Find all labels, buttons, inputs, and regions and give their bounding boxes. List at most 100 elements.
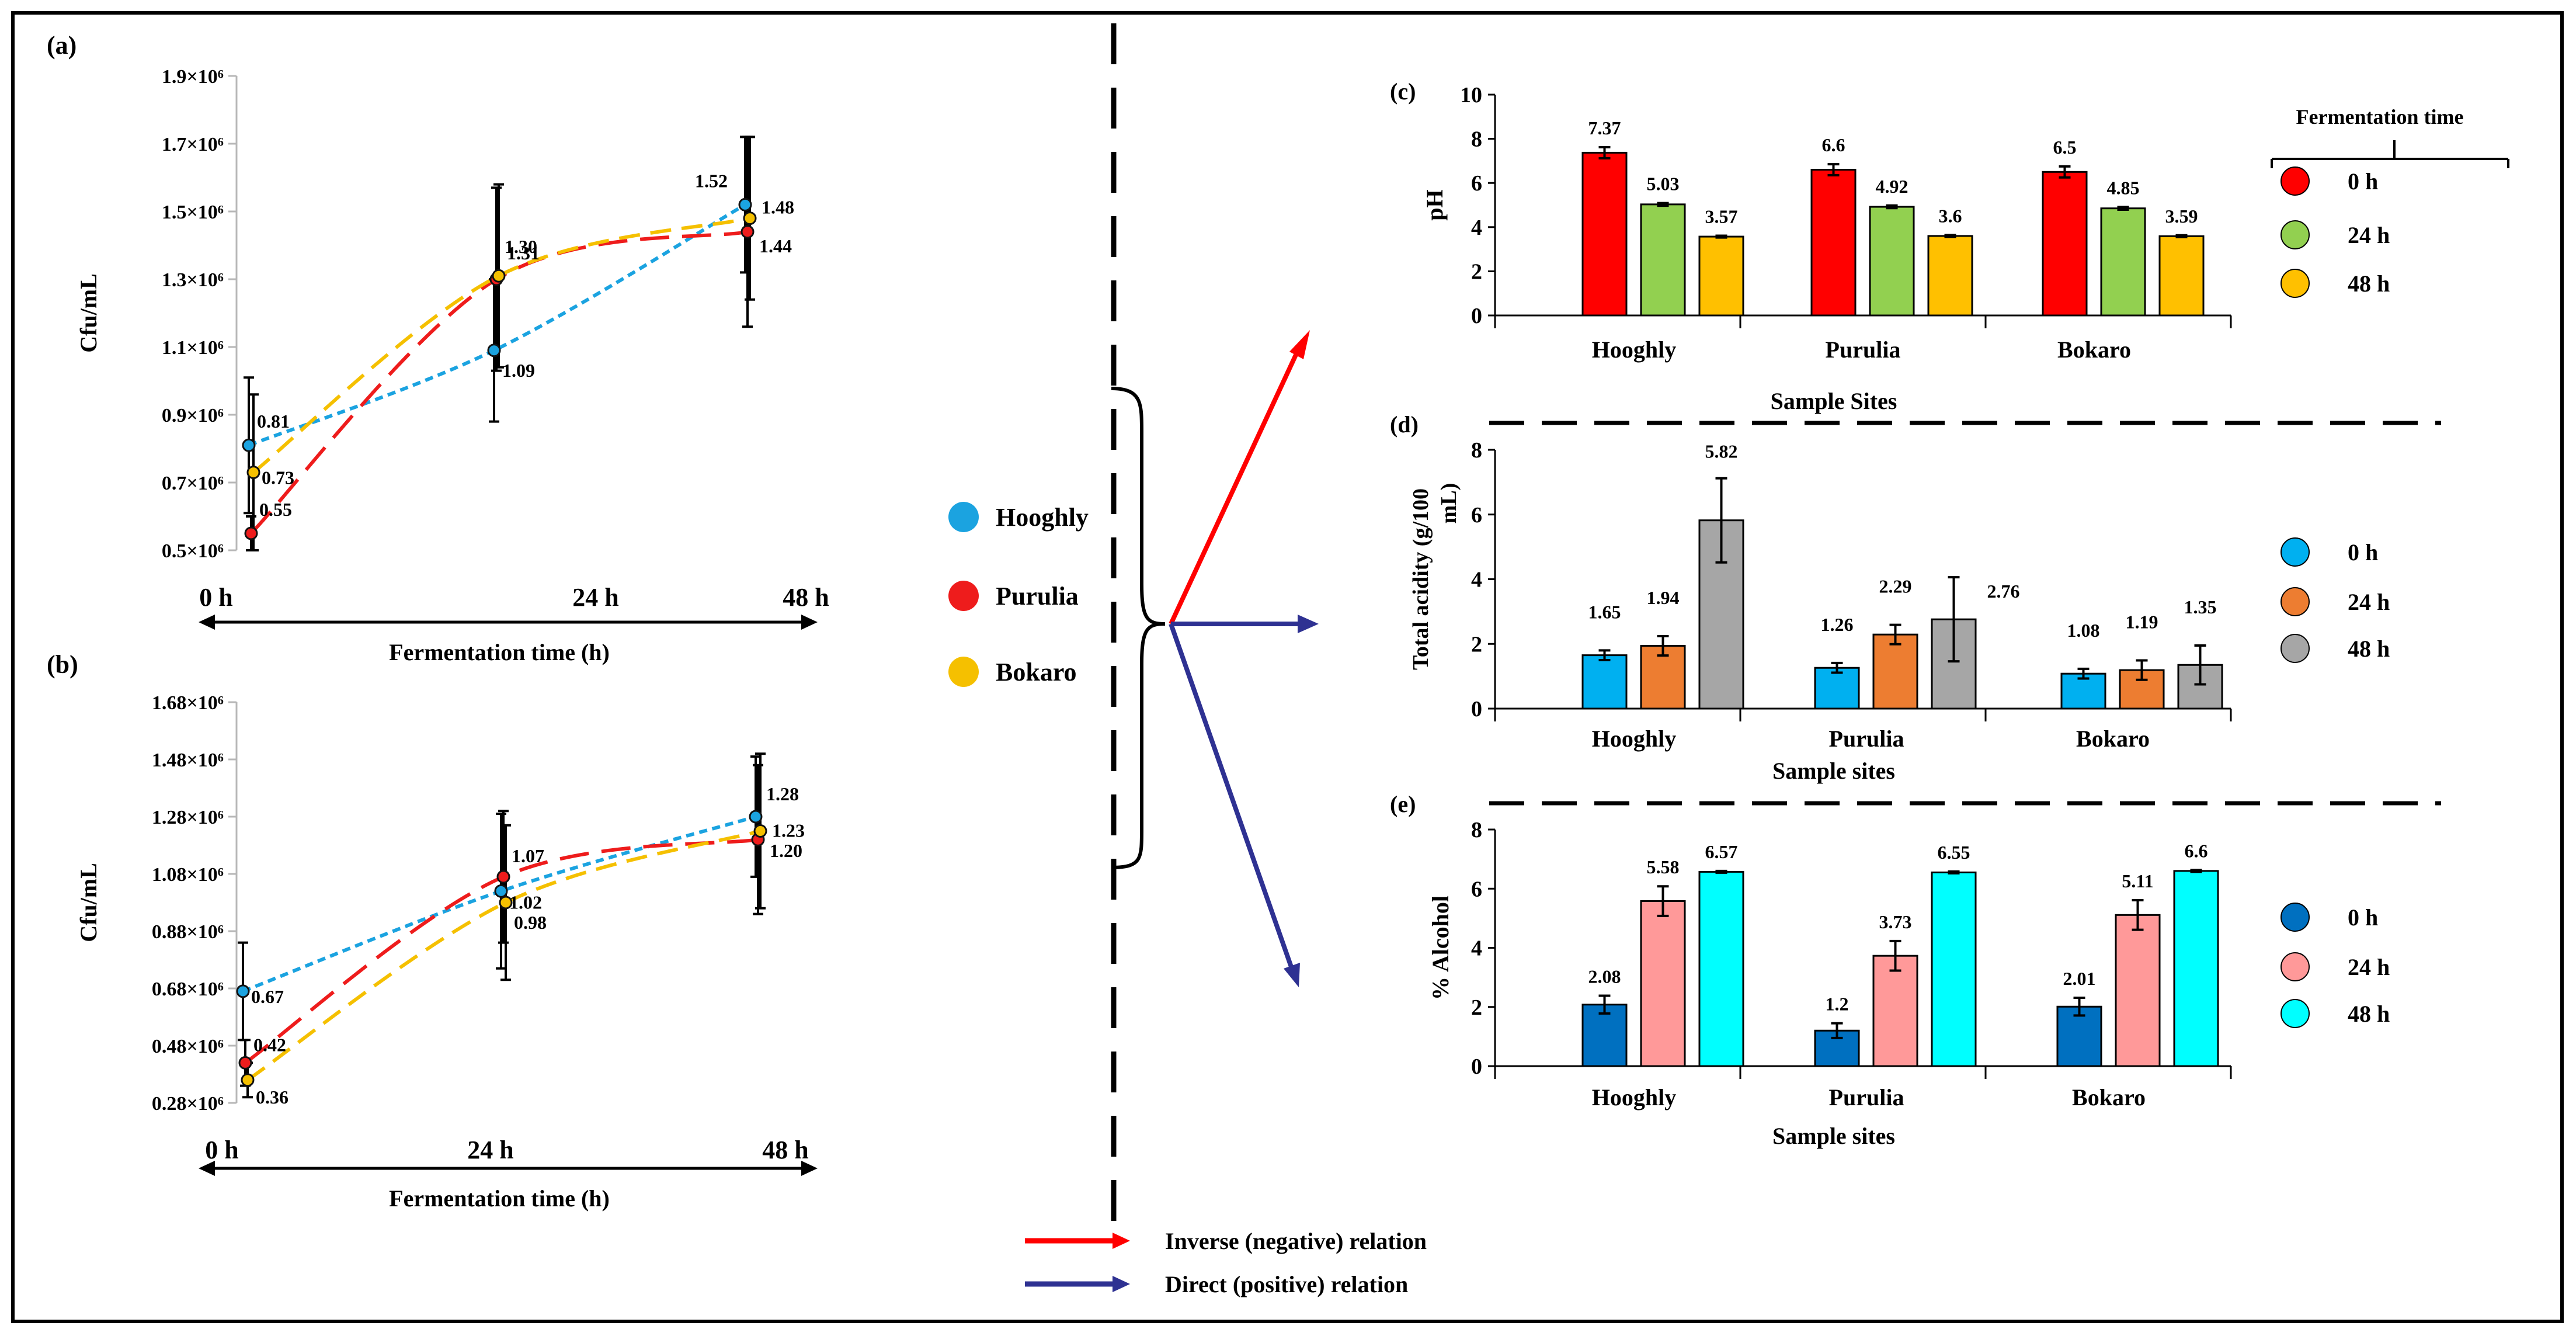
- panel-e-value-label: 5.11: [2122, 870, 2153, 891]
- panel-a-xaxis-arrowhead-left: [199, 615, 215, 630]
- panel-e-bar: [1640, 900, 1686, 1067]
- panel-a-ytick-label: 0.5×10⁶: [162, 540, 224, 562]
- panel-a-ytick-label: 1.7×10⁶: [162, 134, 224, 155]
- panel-a-ytick-label: 1.9×10⁶: [162, 66, 224, 88]
- panel-a-value-label: 1.31: [507, 242, 540, 263]
- panel-e-xlabel: Sample sites: [1772, 1123, 1895, 1149]
- panel-d-category-label: Purulia: [1829, 726, 1904, 752]
- panel-e-category-label: Bokaro: [2072, 1084, 2146, 1111]
- panel-e-tag: (e): [1390, 791, 1416, 817]
- panel-e-value-label: 5.58: [1647, 856, 1680, 877]
- panel-c-bar: [2158, 235, 2205, 317]
- legend-inverse-arrowhead: [1113, 1233, 1130, 1249]
- panel-a-ytick-label: 1.3×10⁶: [162, 269, 224, 291]
- panel-a-point-hooghly: [242, 438, 256, 452]
- panel-b-value-label: 1.20: [770, 840, 802, 861]
- panel-c-ylabel: pH: [1421, 189, 1448, 220]
- panel-b-ytick-label: 1.48×10⁶: [152, 749, 224, 771]
- panel-b-xlabel: Fermentation time (h): [389, 1185, 610, 1212]
- panel-b-xtick-label: 0 h: [205, 1136, 238, 1164]
- panel-e-category-label: Purulia: [1829, 1084, 1904, 1111]
- panel-c-xlabel: Sample Sites: [1771, 388, 1897, 414]
- panel-a-line-bokaro: [252, 216, 750, 474]
- panel-d-ytick-label: 2: [1471, 632, 1482, 657]
- arrow-direct-alcohol: [1169, 623, 1294, 970]
- panel-b-point-purulia: [238, 1056, 252, 1070]
- panel-d-legend-label: 48 h: [2348, 636, 2390, 662]
- panel-b-xaxis-arrowhead-right: [801, 1161, 818, 1176]
- panel-c-bar: [1810, 169, 1857, 317]
- panel-e-legend-label: 24 h: [2348, 954, 2390, 980]
- panel-d-category-label: Bokaro: [2076, 726, 2150, 752]
- panel-c-ytick-label: 4: [1471, 216, 1482, 240]
- panel-a-xaxis-arrowhead-right: [801, 615, 818, 630]
- panel-a-value-label: 0.55: [259, 499, 292, 520]
- panel-a-xtick-label: 0 h: [199, 583, 232, 612]
- panel-a-value-label: 0.81: [257, 411, 290, 432]
- panel-c-ytick-label: 2: [1471, 259, 1482, 284]
- panel-e-legend-marker: [2280, 952, 2310, 981]
- panel-c-category-label: Purulia: [1826, 336, 1901, 363]
- panel-a-value-label: 1.52: [695, 170, 728, 191]
- panel-d-value-label: 1.35: [2184, 596, 2217, 617]
- panel-b-xaxis-arrowhead-left: [199, 1161, 215, 1176]
- panel-d-ylabel: Total acidity (g/100: [1409, 488, 1433, 670]
- panel-d-ytick-label: 0: [1471, 697, 1482, 721]
- panel-e-value-label: 6.55: [1938, 842, 1970, 863]
- legend-bokaro-marker: [948, 657, 979, 687]
- panel-b-point-hooghly: [236, 984, 250, 998]
- panel-a-xtick-label: 48 h: [783, 583, 829, 612]
- legend-purulia-label: Purulia: [996, 582, 1079, 610]
- panel-c-bar: [2042, 171, 2088, 317]
- panel-b-xtick-label: 24 h: [467, 1136, 513, 1164]
- panel-e-legend-label: 48 h: [2348, 1001, 2390, 1027]
- panel-b-value-label: 1.23: [772, 820, 805, 841]
- panel-c-ytick-label: 0: [1471, 304, 1482, 328]
- panel-c-legend-label: 24 h: [2348, 222, 2390, 248]
- panel-b-tag: (b): [47, 650, 78, 679]
- panel-a-point-bokaro: [743, 211, 757, 225]
- panel-e-ylabel: % Alcohol: [1427, 896, 1454, 1000]
- panel-d-legend-label: 24 h: [2348, 589, 2390, 615]
- panel-e-ytick-label: 6: [1471, 877, 1482, 901]
- panel-d-legend-marker: [2280, 537, 2310, 567]
- panel-a-point-hooghly: [487, 343, 501, 358]
- panel-b-ytick-label: 1.68×10⁶: [152, 692, 224, 714]
- panel-e-value-label: 6.6: [2185, 840, 2208, 861]
- panel-a-point-bokaro: [246, 466, 260, 480]
- panel-d-value-label: 1.26: [1821, 614, 1854, 635]
- panel-e-value-label: 1.2: [1826, 994, 1849, 1015]
- panel-e-value-label: 2.08: [1588, 966, 1621, 987]
- panel-a-point-hooghly: [738, 197, 752, 211]
- panel-e-ytick-label: 2: [1471, 995, 1482, 1020]
- panel-c-value-label: 7.37: [1588, 117, 1621, 138]
- panel-b-line-hooghly: [242, 815, 756, 993]
- legend-direct-arrowhead: [1113, 1276, 1130, 1292]
- panel-c-legend-label: 48 h: [2348, 270, 2390, 297]
- panel-d-bar: [1814, 667, 1860, 710]
- panel-a-value-label: 1.48: [762, 197, 794, 218]
- panel-c-legend-marker: [2280, 269, 2310, 298]
- panel-d-category-label: Hooghly: [1592, 726, 1676, 752]
- panel-a-value-label: 1.44: [759, 235, 792, 256]
- panel-e-ytick-label: 4: [1471, 936, 1482, 961]
- panel-d-ytick-label: 6: [1471, 503, 1482, 528]
- panel-d-legend-label: 0 h: [2348, 539, 2378, 565]
- panel-b-ytick-label: 0.48×10⁶: [152, 1036, 224, 1057]
- panel-d-value-label: 2.76: [1987, 581, 2020, 602]
- panel-c-bar: [1698, 235, 1744, 317]
- panel-b-value-label: 0.98: [514, 912, 547, 933]
- panel-e-legend-marker: [2280, 999, 2310, 1028]
- panel-c-bar: [1869, 206, 1915, 317]
- panel-d-ylabel-cont: mL): [1437, 483, 1461, 524]
- panel-c-value-label: 3.6: [1939, 205, 1962, 226]
- legend-direct-label: Direct (positive) relation: [1165, 1271, 1408, 1297]
- panel-c-value-label: 5.03: [1647, 173, 1680, 195]
- panel-c-tag: (c): [1390, 78, 1416, 105]
- panel-e-legend-marker: [2280, 903, 2310, 932]
- panel-e-ytick-label: 8: [1471, 818, 1482, 842]
- panel-b-ytick-label: 0.68×10⁶: [152, 978, 224, 1000]
- panel-e-legend-label: 0 h: [2348, 904, 2378, 931]
- panel-b-value-label: 0.36: [256, 1087, 288, 1108]
- legend-bokaro-label: Bokaro: [996, 658, 1077, 686]
